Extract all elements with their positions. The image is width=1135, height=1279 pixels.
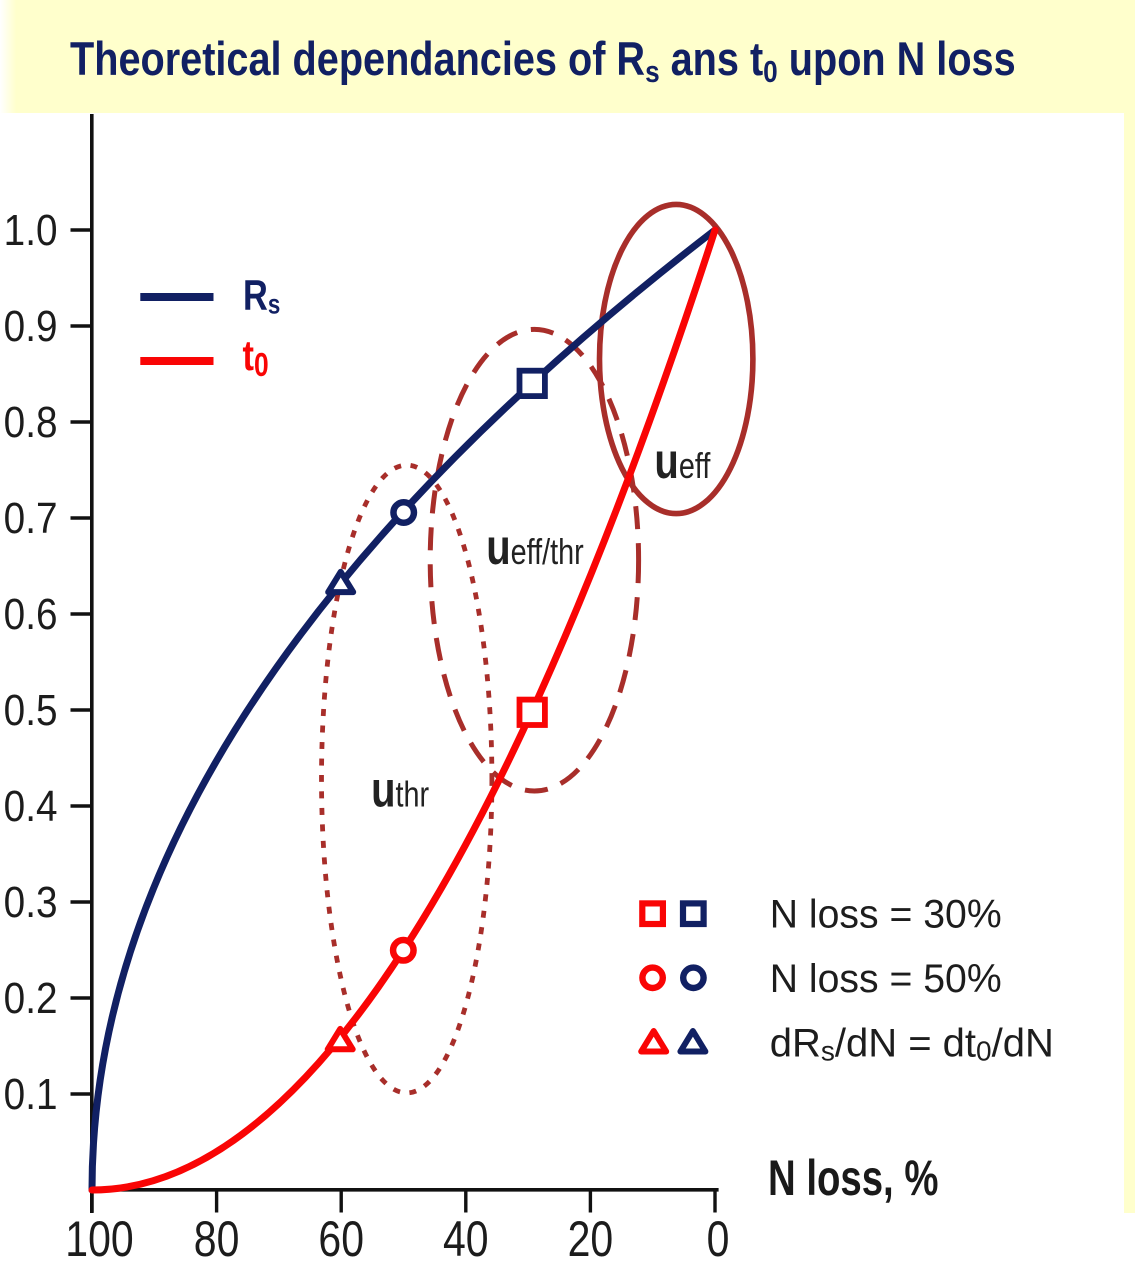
svg-text:0: 0 <box>707 1211 730 1267</box>
svg-text:t0: t0 <box>243 332 269 383</box>
svg-text:40: 40 <box>443 1211 489 1267</box>
svg-text:ueff/thr: ueff/thr <box>486 519 584 575</box>
svg-text:60: 60 <box>318 1211 364 1267</box>
svg-text:0.2: 0.2 <box>4 973 58 1023</box>
svg-text:0.1: 0.1 <box>4 1069 58 1119</box>
svg-text:20: 20 <box>568 1211 614 1267</box>
svg-text:0.9: 0.9 <box>4 301 58 351</box>
svg-text:N loss, %: N loss, % <box>768 1151 938 1206</box>
svg-text:0.8: 0.8 <box>4 397 58 447</box>
svg-text:dRs/dN = dt0/dN: dRs/dN = dt0/dN <box>770 1022 1054 1067</box>
svg-text:ueff: ueff <box>654 433 711 489</box>
svg-text:uthr: uthr <box>371 761 429 817</box>
svg-text:Rs: Rs <box>243 272 280 320</box>
svg-text:N loss = 50%: N loss = 50% <box>770 956 1002 1000</box>
svg-text:Theoretical dependancies of Rs: Theoretical dependancies of Rs ans t0 up… <box>70 34 1016 90</box>
svg-text:0.5: 0.5 <box>4 685 58 735</box>
svg-text:100: 100 <box>65 1211 133 1267</box>
svg-text:N loss = 30%: N loss = 30% <box>770 892 1002 936</box>
svg-text:0.3: 0.3 <box>4 877 58 927</box>
svg-text:80: 80 <box>194 1211 240 1267</box>
svg-text:0.4: 0.4 <box>4 781 58 831</box>
svg-text:0.7: 0.7 <box>4 493 58 543</box>
svg-text:0.6: 0.6 <box>4 589 58 639</box>
svg-text:1.0: 1.0 <box>4 205 58 255</box>
